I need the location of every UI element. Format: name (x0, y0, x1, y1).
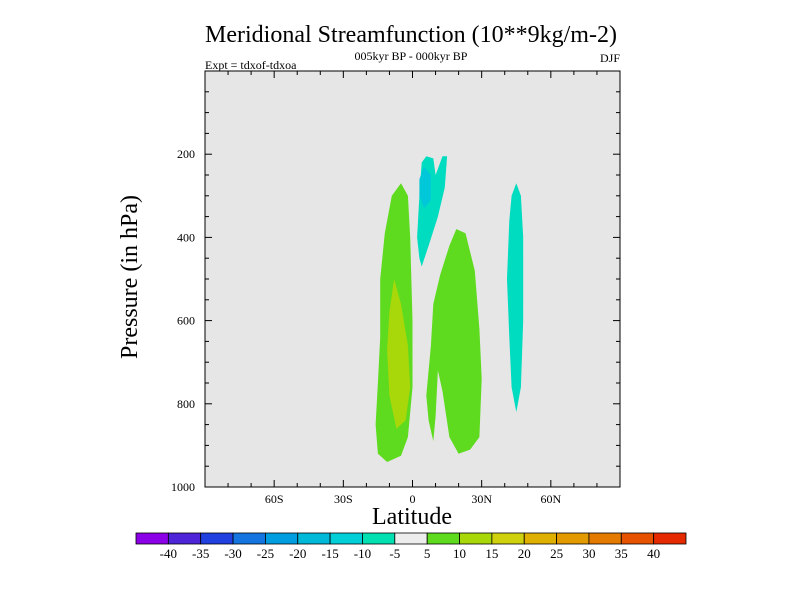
y-tick-labels: 200 400 600 800 1000 (171, 147, 195, 494)
contour-region-1 (387, 279, 411, 429)
legend-swatch (135, 532, 169, 545)
legend-label: 35 (615, 546, 628, 561)
legend-label: 5 (424, 546, 431, 561)
legend-swatch (653, 532, 687, 545)
y-tick-label: 600 (177, 314, 195, 328)
legend-swatch (232, 532, 266, 545)
legend-swatch (556, 532, 590, 545)
x-tick-label: 60N (540, 492, 561, 506)
legend-label: -30 (224, 546, 241, 561)
x-tick-label: 30S (334, 492, 353, 506)
legend-swatch (362, 532, 396, 545)
y-tick-label: 1000 (171, 480, 195, 494)
legend-label: -20 (289, 546, 306, 561)
legend-swatch (297, 532, 331, 545)
x-tick-labels: 60S 30S 0 30N 60N (265, 492, 562, 506)
legend-swatch (459, 532, 493, 545)
x-tick-label: 60S (265, 492, 284, 506)
legend-label: -25 (257, 546, 274, 561)
legend-label: 40 (647, 546, 660, 561)
legend-label: -15 (321, 546, 338, 561)
legend-label: -35 (192, 546, 209, 561)
chart-title: Meridional Streamfunction (10**9kg/m-2) (205, 22, 617, 48)
x-tick-label: 0 (410, 492, 416, 506)
y-tick-label: 200 (177, 147, 195, 161)
chart-subtitle: 005kyr BP - 000kyr BP (355, 49, 468, 63)
legend-label: -10 (354, 546, 371, 561)
legend-label: 10 (453, 546, 466, 561)
legend-label: 25 (550, 546, 563, 561)
legend-label: 20 (518, 546, 531, 561)
contour-region-5 (507, 183, 524, 413)
legend-swatch (200, 532, 234, 545)
y-tick-label: 800 (177, 397, 195, 411)
legend-swatch (167, 532, 202, 545)
experiment-label: Expt = tdxof-tdxoa (205, 58, 297, 72)
season-label: DJF (600, 51, 620, 65)
legend-swatch (523, 532, 557, 545)
contour-region-2 (426, 229, 482, 454)
legend-label: -5 (389, 546, 400, 561)
legend-label: 15 (485, 546, 498, 561)
plot-background (205, 71, 620, 487)
color-legend: -40 -35 -30 -25 -20 -15 -10 -5 5 10 15 20 25 30 35 40 (135, 532, 687, 561)
legend-label: -40 (160, 546, 177, 561)
contour-regions (375, 156, 524, 463)
legend-swatch (491, 532, 525, 545)
x-axis-label: Latitude (372, 504, 452, 530)
legend-swatch (394, 532, 428, 545)
legend-swatch (329, 532, 363, 545)
legend-label: 30 (582, 546, 595, 561)
y-axis-label: Pressure (in hPa) (117, 195, 143, 359)
y-tick-label: 400 (177, 230, 195, 244)
legend-swatch (620, 532, 655, 545)
legend-swatch (426, 532, 460, 545)
legend-swatch (588, 532, 622, 545)
legend-swatch (265, 532, 299, 545)
contour-region-4 (419, 166, 431, 209)
axis-ticks (204, 70, 621, 488)
x-tick-label: 30N (471, 492, 492, 506)
